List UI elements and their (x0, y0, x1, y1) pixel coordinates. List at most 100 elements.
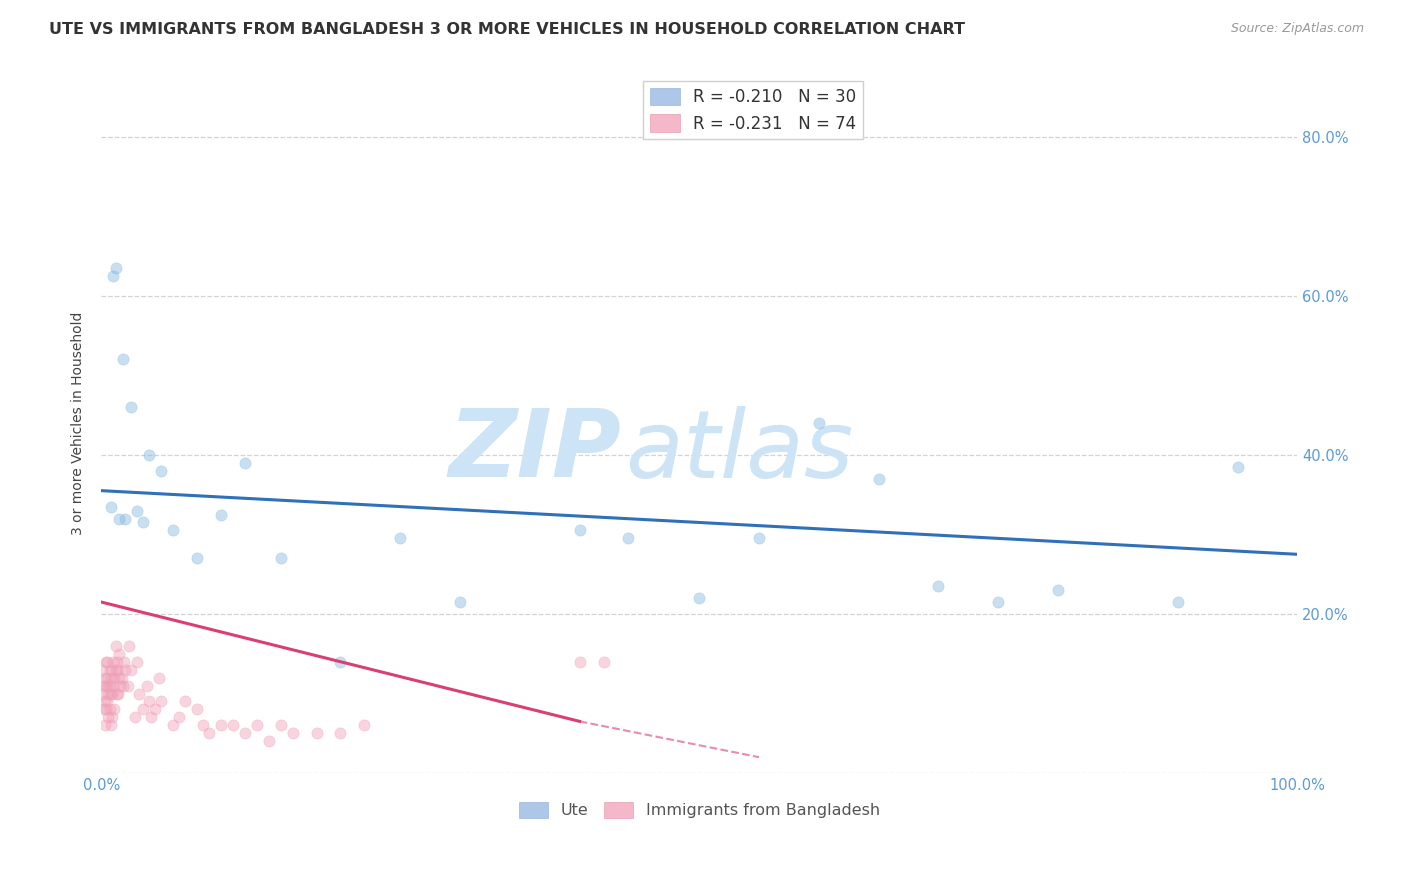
Point (101, 268, 124, 283)
Point (132, 516, 155, 530)
Point (105, 686, 128, 700)
Point (111, 679, 134, 693)
Point (110, 671, 132, 685)
Point (987, 595, 1010, 609)
Point (748, 532, 770, 546)
Point (112, 655, 135, 669)
Point (568, 524, 591, 538)
Point (91, 663, 114, 677)
Point (97, 686, 120, 700)
Point (305, 726, 328, 740)
Point (100, 500, 122, 514)
Point (114, 663, 136, 677)
Point (568, 655, 591, 669)
Point (167, 710, 190, 724)
Point (592, 655, 614, 669)
Point (868, 472, 890, 486)
Point (98, 702, 121, 716)
Point (93, 679, 115, 693)
Point (103, 702, 125, 716)
Point (353, 718, 375, 732)
Point (101, 686, 124, 700)
Point (96, 694, 118, 708)
Point (94, 655, 117, 669)
Point (141, 710, 163, 724)
Point (91, 686, 114, 700)
Point (107, 663, 129, 677)
Point (94, 702, 117, 716)
Point (101, 655, 124, 669)
Point (94, 671, 117, 685)
Point (233, 726, 256, 740)
Point (100, 671, 122, 685)
Point (127, 503, 149, 517)
Text: Source: ZipAtlas.com: Source: ZipAtlas.com (1230, 22, 1364, 36)
Point (148, 671, 170, 685)
Point (132, 702, 155, 716)
Point (110, 679, 132, 693)
Point (616, 532, 638, 546)
Point (246, 718, 269, 732)
Text: atlas: atlas (626, 406, 853, 497)
Point (174, 694, 197, 708)
Point (105, 655, 128, 669)
Point (100, 718, 122, 732)
Point (93, 702, 115, 716)
Point (233, 456, 256, 470)
Point (108, 511, 131, 525)
Point (281, 726, 304, 740)
Point (198, 726, 221, 740)
Point (688, 591, 710, 605)
Point (1047, 583, 1070, 598)
Point (127, 655, 149, 669)
Point (101, 663, 124, 677)
Point (101, 679, 124, 693)
Legend: Ute, Immigrants from Bangladesh: Ute, Immigrants from Bangladesh (512, 796, 886, 824)
Point (104, 663, 127, 677)
Point (927, 579, 949, 593)
Point (1226, 459, 1249, 474)
Point (1167, 595, 1189, 609)
Point (103, 671, 125, 685)
Text: UTE VS IMMIGRANTS FROM BANGLADESH 3 OR MORE VEHICLES IN HOUSEHOLD CORRELATION CH: UTE VS IMMIGRANTS FROM BANGLADESH 3 OR M… (49, 22, 965, 37)
Point (329, 655, 352, 669)
Point (120, 400, 142, 414)
Point (117, 679, 139, 693)
Point (98, 679, 121, 693)
Point (107, 686, 129, 700)
Point (97, 710, 120, 724)
Y-axis label: 3 or more Vehicles in Household: 3 or more Vehicles in Household (72, 311, 86, 534)
Point (257, 734, 280, 748)
Point (111, 352, 134, 367)
Point (150, 464, 173, 478)
Point (209, 718, 232, 732)
Point (449, 595, 471, 609)
Point (100, 686, 122, 700)
Point (97, 679, 120, 693)
Point (389, 532, 412, 546)
Point (138, 448, 160, 462)
Point (114, 511, 136, 525)
Point (135, 679, 157, 693)
Point (118, 639, 141, 653)
Point (143, 702, 166, 716)
Point (222, 718, 245, 732)
Point (329, 726, 352, 740)
Point (98, 663, 121, 677)
Point (120, 663, 142, 677)
Point (104, 260, 127, 275)
Point (108, 671, 131, 685)
Point (270, 718, 292, 732)
Point (108, 647, 131, 661)
Point (94, 679, 117, 693)
Point (807, 416, 830, 430)
Point (128, 686, 150, 700)
Point (96, 671, 118, 685)
Point (104, 639, 127, 653)
Text: ZIP: ZIP (449, 405, 621, 497)
Point (101, 710, 124, 724)
Point (270, 551, 292, 566)
Point (94, 694, 117, 708)
Point (186, 551, 208, 566)
Point (94, 718, 117, 732)
